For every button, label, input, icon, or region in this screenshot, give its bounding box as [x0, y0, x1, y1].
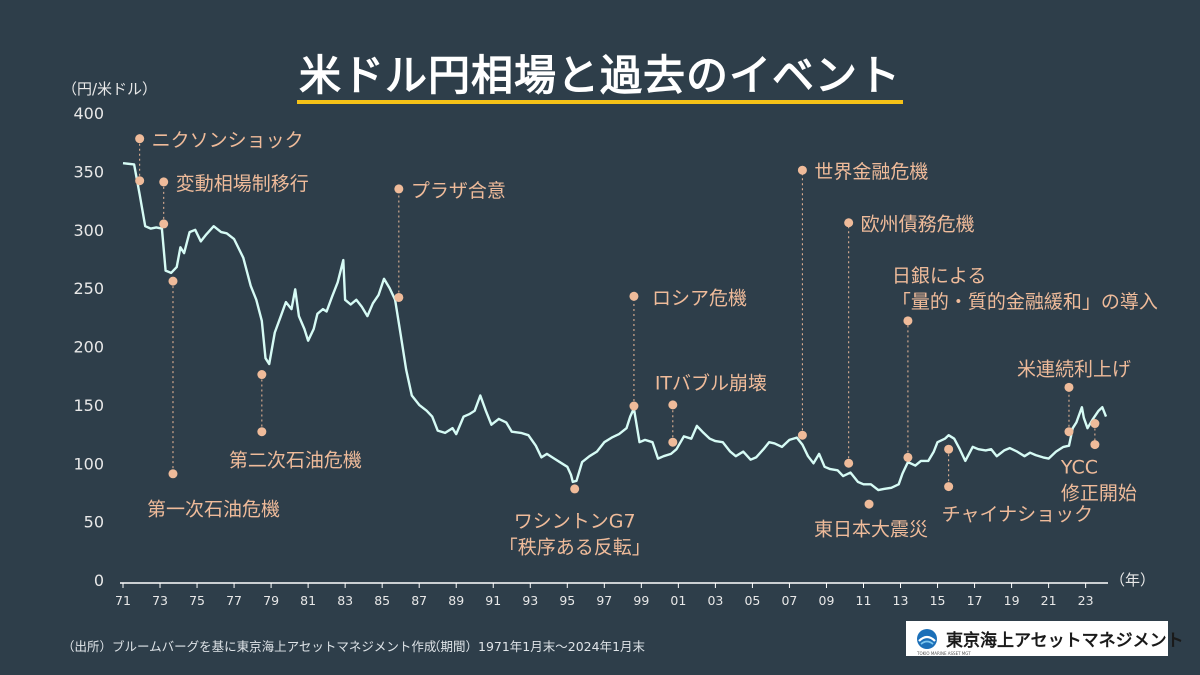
annotation-end-dot [394, 184, 404, 194]
x-tick-label: 97 [596, 593, 612, 608]
annotation-end-dot [159, 177, 169, 187]
x-tick-label: 01 [670, 593, 686, 608]
x-tick-label: 19 [1004, 593, 1020, 608]
annotation-end-dot [135, 134, 145, 144]
y-tick-label: 200 [73, 338, 104, 357]
annotation-end-dot [629, 291, 639, 301]
x-tick-label: 15 [930, 593, 946, 608]
y-tick-label: 300 [73, 221, 104, 240]
annotation-label: 「秩序ある反転」 [499, 536, 651, 558]
x-tick-label: 71 [115, 593, 131, 608]
annotation-end-dot [1064, 382, 1074, 392]
x-tick-label: 09 [819, 593, 835, 608]
annotation-label: ロシア危機 [652, 287, 747, 309]
x-tick-label: 05 [744, 593, 760, 608]
annotation-label: 第二次石油危機 [229, 450, 362, 472]
annotation-label: チャイナショック [942, 503, 1093, 525]
annotation-label: YCC [1060, 457, 1098, 479]
x-tick-label: 03 [707, 593, 723, 608]
logo-subtext: TOKIO MARINE ASSET MGT [917, 650, 971, 656]
annotation-label: 日銀による [892, 265, 986, 287]
x-axis-unit: （年） [1110, 571, 1156, 589]
y-tick-label: 150 [73, 396, 104, 415]
x-tick-label: 95 [559, 593, 575, 608]
annotation-end-dot [168, 469, 178, 479]
annotation-label: 「量的・質的金融緩和」の導入 [892, 291, 1158, 313]
x-tick-label: 07 [781, 593, 797, 608]
annotation-end-dot [797, 165, 807, 175]
x-tick-label: 17 [967, 593, 983, 608]
annotation-label: ITバブル崩壊 [655, 372, 767, 395]
annotation-marker [797, 430, 807, 440]
annotation-marker [257, 370, 267, 380]
annotation-marker [1064, 427, 1074, 437]
x-tick-label: 91 [485, 593, 501, 608]
x-tick-label: 77 [226, 593, 242, 608]
company-logo: TOKIO MARINE ASSET MGT 東京海上アセットマネジメント [906, 621, 1184, 656]
usdjpy-series-line [122, 162, 1108, 492]
logo-name: 東京海上アセットマネジメント [946, 631, 1184, 651]
annotation-end-dot [257, 427, 267, 437]
annotation-marker [944, 444, 954, 454]
source-note: （出所）ブルームバーグを基に東京海上アセットマネジメント作成 [62, 639, 437, 654]
y-tick-label: 50 [84, 513, 104, 532]
y-tick-label: 100 [73, 454, 104, 473]
annotation-label: ニクソンショック [152, 130, 304, 152]
y-tick-label: 350 [73, 162, 104, 181]
x-tick-label: 23 [1078, 593, 1094, 608]
annotation-label: 世界金融危機 [814, 161, 928, 183]
annotation-marker [394, 292, 404, 302]
y-tick-label: 400 [73, 104, 104, 123]
annotation-label: 東日本大震災 [814, 518, 928, 540]
x-tick-label: 81 [300, 593, 316, 608]
annotation-label: 米連続利上げ [1017, 359, 1131, 381]
annotation-label: 第一次石油危機 [147, 499, 280, 521]
annotation-marker [844, 458, 854, 468]
annotation-label: 修正開始 [1061, 483, 1137, 505]
annotation-marker [864, 499, 874, 509]
tokio-marine-logo-icon: TOKIO MARINE ASSET MGT [916, 628, 971, 656]
period-note: （期間）1971年1月末～2024年1月末 [428, 639, 646, 654]
x-tick-label: 99 [633, 593, 649, 608]
x-tick-label: 89 [448, 593, 464, 608]
x-tick-label: 13 [893, 593, 909, 608]
annotation-end-dot [903, 316, 913, 326]
x-tick-label: 75 [189, 593, 205, 608]
page-title: 米ドル円相場と過去のイベント [298, 51, 901, 100]
title-underline [297, 100, 903, 104]
annotation-marker [570, 484, 580, 494]
annotation-marker [668, 437, 678, 447]
annotation-end-dot [944, 482, 954, 492]
annotation-label: プラザ合意 [411, 180, 506, 202]
y-axis-unit: （円/米ドル） [62, 80, 158, 98]
x-tick-label: 85 [374, 593, 390, 608]
x-tick-label: 87 [411, 593, 427, 608]
annotation-label: 欧州債務危機 [861, 214, 975, 236]
annotation-marker [629, 401, 639, 411]
annotation-end-dot [844, 218, 854, 228]
x-tick-label: 21 [1041, 593, 1057, 608]
x-tick-label: 79 [263, 593, 279, 608]
annotation-marker [168, 276, 178, 286]
y-tick-label: 0 [94, 571, 104, 590]
annotation-end-dot [1090, 440, 1100, 450]
annotation-end-dot [668, 400, 678, 410]
x-tick-label: 11 [856, 593, 872, 608]
annotation-label: 変動相場制移行 [176, 173, 309, 195]
x-tick-label: 93 [522, 593, 538, 608]
annotation-label: ワシントンG7 [514, 510, 636, 532]
x-tick-label: 83 [337, 593, 353, 608]
annotation-marker [135, 176, 145, 186]
annotation-marker [1090, 419, 1100, 429]
y-tick-label: 250 [73, 279, 104, 298]
x-tick-label: 73 [152, 593, 168, 608]
annotation-marker [903, 452, 913, 462]
annotation-marker [159, 219, 169, 229]
